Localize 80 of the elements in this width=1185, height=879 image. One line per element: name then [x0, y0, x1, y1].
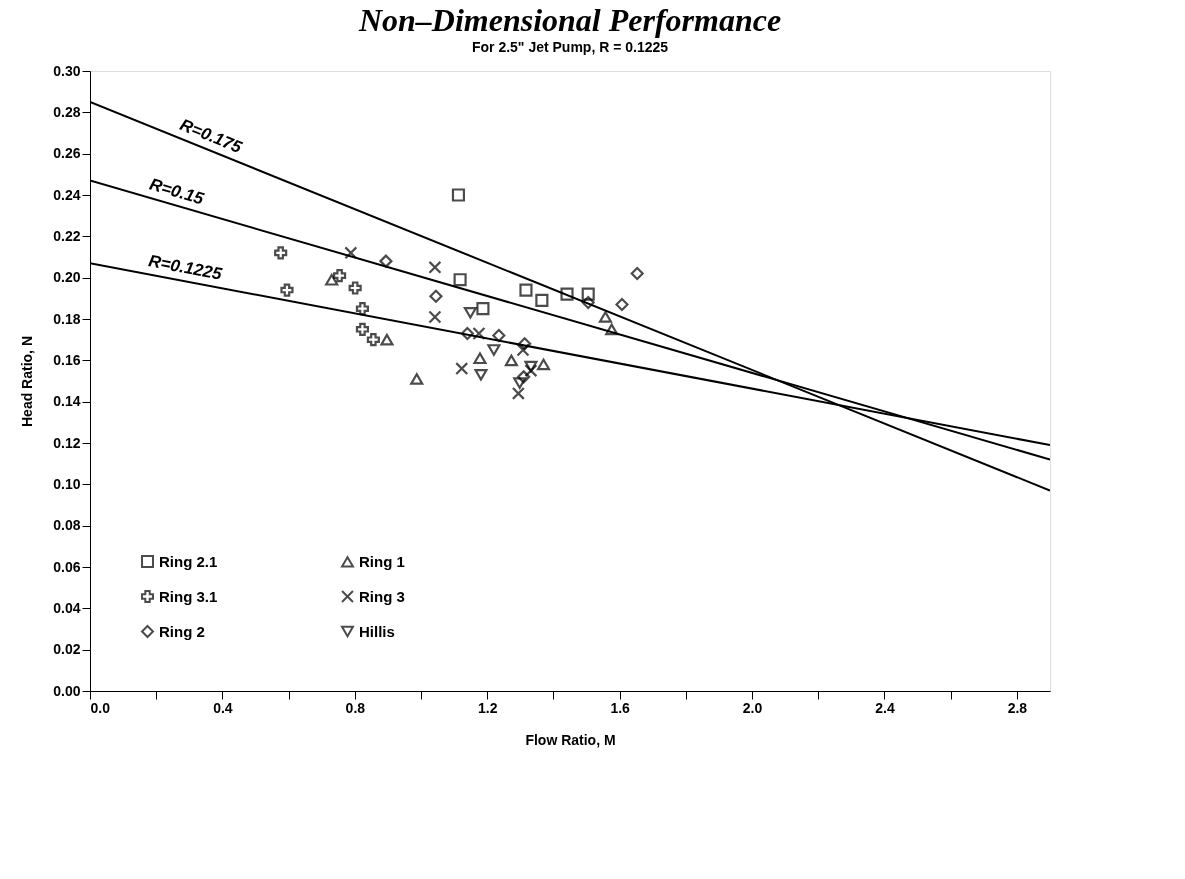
y-tick-label: 0.04 — [53, 599, 81, 616]
point — [428, 260, 442, 274]
point — [524, 360, 538, 373]
point — [366, 333, 380, 347]
chart-title: Non–Dimensional Performance — [357, 2, 782, 38]
y-tick-label: 0.16 — [53, 351, 81, 368]
x-tick-label: 0.4 — [213, 699, 233, 716]
point — [519, 283, 533, 297]
point — [380, 333, 394, 346]
annotation: R=0.1225 — [146, 251, 224, 284]
legend-label: Ring 2 — [159, 622, 205, 640]
x-tick-label: 1.6 — [610, 699, 631, 716]
point — [460, 326, 474, 341]
point — [455, 362, 469, 376]
point — [451, 188, 466, 202]
legend-label: Ring 1 — [359, 552, 405, 570]
point — [453, 273, 467, 287]
point — [513, 377, 527, 389]
point — [517, 370, 531, 384]
y-tick-label: 0.30 — [53, 62, 81, 79]
point — [581, 287, 595, 301]
point — [511, 386, 525, 400]
y-tick-label: 0.00 — [53, 682, 81, 699]
legend-label: Hillis — [359, 622, 395, 640]
chart-subtitle: For 2.5" Jet Pump, R = 0.1225 — [471, 39, 669, 55]
point — [463, 306, 477, 319]
point — [476, 302, 490, 316]
legend-label: Ring 3.1 — [159, 587, 218, 605]
legend-label: Ring 2.1 — [159, 552, 218, 570]
y-tick-label: 0.20 — [53, 269, 81, 286]
y-tick-label: 0.24 — [53, 186, 81, 203]
x-tick-label: 2.4 — [875, 699, 895, 716]
point — [492, 328, 506, 343]
point — [560, 287, 574, 301]
y-tick-label: 0.14 — [53, 393, 81, 410]
point — [536, 358, 551, 371]
point — [280, 283, 294, 297]
point — [615, 297, 629, 312]
y-tick-label: 0.12 — [53, 434, 81, 451]
point — [516, 343, 530, 357]
point — [333, 269, 347, 283]
point — [487, 344, 501, 356]
x-tick-label: 0.0 — [90, 699, 111, 716]
point — [598, 311, 612, 323]
point — [474, 368, 488, 381]
legend-label: Ring 3 — [359, 587, 405, 605]
y-tick-label: 0.22 — [53, 227, 81, 244]
point — [355, 302, 370, 316]
point — [428, 310, 442, 324]
x-axis-title: Flow Ratio, M — [525, 731, 616, 748]
x-tick-label: 0.8 — [345, 699, 366, 716]
point — [524, 364, 538, 378]
y-tick-label: 0.26 — [53, 145, 81, 162]
point — [605, 323, 619, 336]
y-tick-label: 0.28 — [53, 103, 81, 120]
point — [429, 289, 443, 303]
annotation: R=0.15 — [147, 174, 207, 209]
point — [473, 352, 487, 365]
y-tick-label: 0.08 — [53, 517, 81, 534]
point — [518, 337, 532, 351]
y-axis-title: Head Ratio, N — [19, 335, 36, 428]
point — [581, 295, 595, 310]
y-tick-label: 0.06 — [53, 558, 81, 575]
point — [504, 354, 518, 367]
point — [630, 266, 644, 281]
point — [379, 254, 393, 268]
point — [410, 373, 424, 385]
point — [348, 281, 362, 295]
point — [472, 326, 486, 341]
x-tick-label: 1.2 — [478, 699, 498, 716]
y-tick-label: 0.02 — [53, 641, 81, 658]
point — [535, 293, 549, 307]
y-tick-label: 0.18 — [53, 310, 81, 327]
point — [325, 273, 339, 286]
point — [274, 246, 288, 260]
point — [344, 246, 358, 260]
y-tick-label: 0.10 — [53, 475, 81, 492]
x-tick-label: 2.8 — [1007, 699, 1028, 716]
x-tick-label: 2.0 — [742, 699, 763, 716]
point — [355, 322, 370, 336]
